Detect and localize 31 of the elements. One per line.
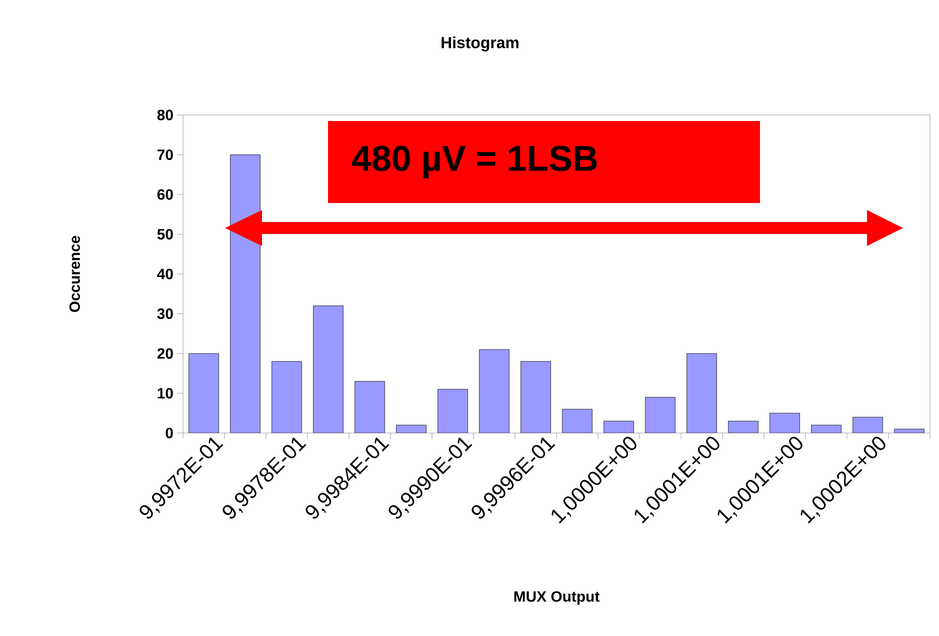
bar: [313, 306, 344, 433]
bar: [438, 389, 468, 433]
y-tick-label: 10: [158, 388, 173, 399]
bar: [396, 424, 426, 433]
y-tick-label: 30: [157, 308, 173, 320]
bar: [852, 416, 883, 433]
y-tick-label: 50: [157, 228, 173, 240]
bar: [604, 420, 634, 433]
bar: [354, 381, 385, 433]
y-tick-label: 40: [157, 268, 173, 280]
x-axis-title: MUX Output: [514, 591, 600, 605]
y-tick-label: 70: [158, 149, 173, 160]
bar: [188, 353, 219, 433]
y-tick-label: 0: [166, 428, 173, 438]
bar: [520, 361, 551, 433]
bar: [894, 428, 924, 433]
bar: [479, 349, 510, 433]
bar: [230, 154, 260, 433]
bar: [728, 420, 758, 433]
annotation: 480 µV = 1LSB: [352, 146, 597, 178]
bar: [562, 408, 592, 433]
y-tick-label: 60: [157, 189, 173, 200]
bar: [686, 353, 717, 433]
y-axis-title: Occurence: [69, 236, 80, 312]
chart-title: Histogram: [442, 36, 518, 52]
y-tick-label: 80: [157, 110, 173, 120]
bar: [272, 361, 302, 433]
y-tick-label: 20: [157, 348, 173, 359]
bar: [645, 397, 676, 433]
bar: [811, 424, 842, 433]
bar: [770, 412, 800, 433]
